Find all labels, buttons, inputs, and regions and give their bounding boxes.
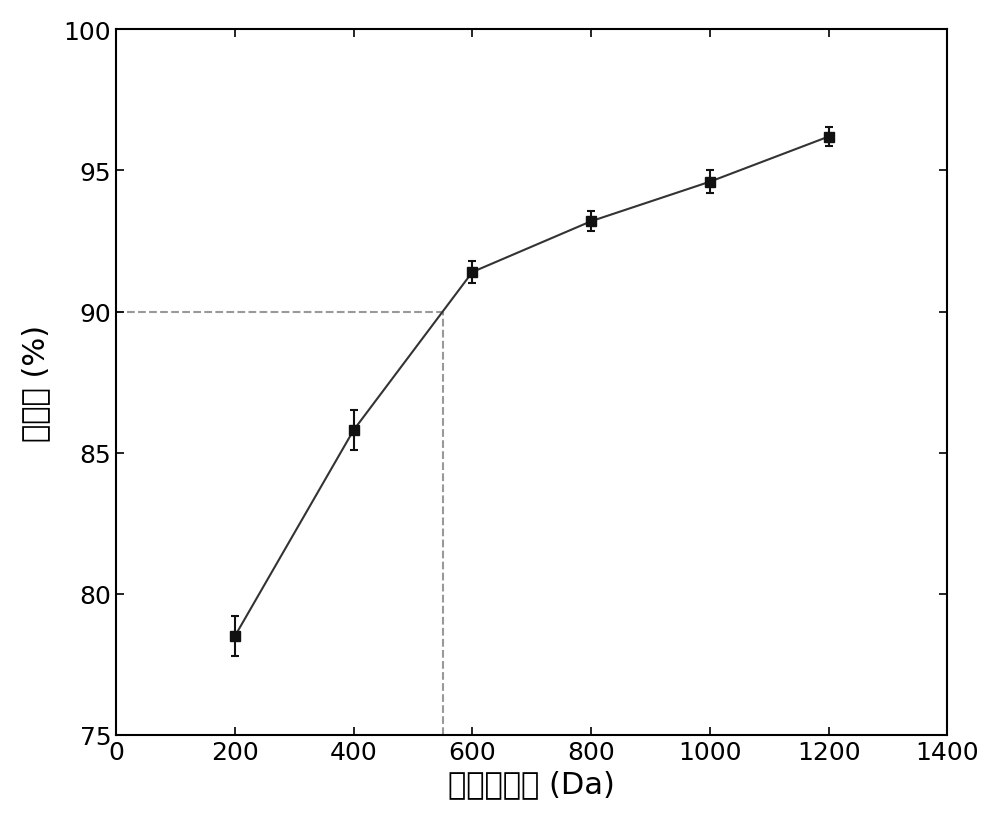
- Y-axis label: 截留率 (%): 截留率 (%): [21, 324, 50, 441]
- X-axis label: 截留分子量 (Da): 截留分子量 (Da): [448, 769, 615, 799]
